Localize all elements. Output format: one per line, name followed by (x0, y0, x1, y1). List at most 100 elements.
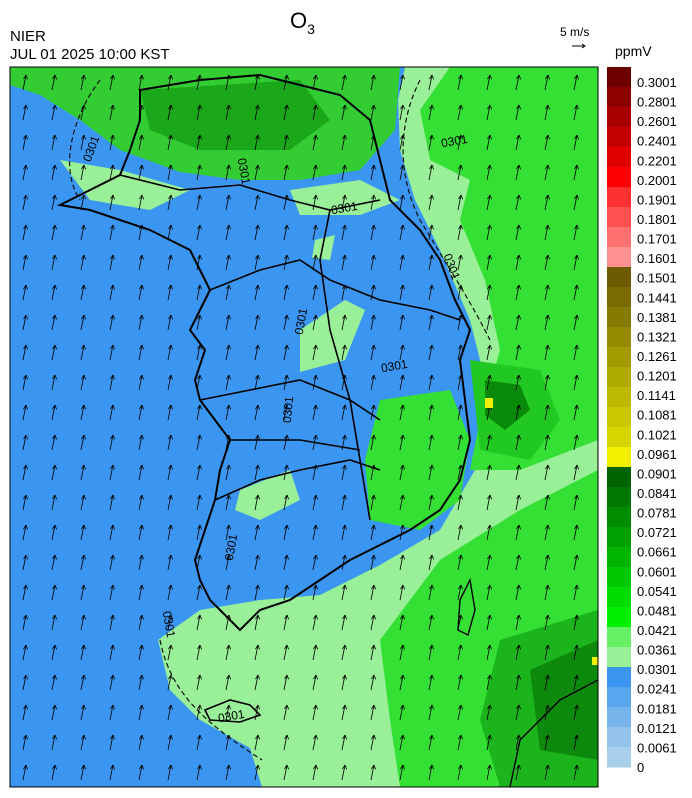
colorbar-swatch (607, 387, 631, 408)
contour-label: 0301 (160, 610, 178, 639)
coastline (56, 73, 472, 632)
colorbar-label: 0.0961 (637, 447, 677, 462)
contour-label: 0301 (235, 157, 253, 186)
wind-vectors (10, 67, 598, 787)
colorbar-swatch (607, 427, 631, 448)
colorbar-label: 0.0601 (637, 564, 677, 579)
borders (119, 174, 461, 521)
colorbar-swatch (607, 447, 631, 468)
colorbar-swatch (607, 407, 631, 428)
colorbar-swatch (607, 147, 631, 168)
colorbar-label: 0.0481 (637, 603, 677, 618)
colorbar-swatch (607, 327, 631, 348)
colorbar-label: 0.2601 (637, 114, 677, 129)
colorbar-label: 0.1701 (637, 232, 677, 247)
title-sub: 3 (307, 21, 315, 37)
coastline (509, 679, 598, 787)
colorbar-label: 0.2201 (637, 153, 677, 168)
colorbar-swatch (607, 287, 631, 308)
wind-scale-label: 5 m/s (560, 25, 589, 39)
colorbar-label: 0.1381 (637, 310, 677, 325)
colorbar-label: 0.0661 (637, 545, 677, 560)
wind-scale-arrow (581, 43, 586, 49)
colorbar-swatch (607, 707, 631, 728)
colorbar-swatch (607, 747, 631, 768)
colorbar-swatch (607, 527, 631, 548)
colorbar-label: 0.2401 (637, 134, 677, 149)
colorbar-label: 0.1261 (637, 349, 677, 364)
colorbar-label: 0.1021 (637, 427, 677, 442)
colorbar-label: 0.0301 (637, 662, 677, 677)
colorbar-swatch (607, 647, 631, 668)
colorbar-swatch (607, 727, 631, 748)
colorbar-label: 0.0181 (637, 701, 677, 716)
colorbar-swatch (607, 347, 631, 368)
colorbar-label: 0.0781 (637, 506, 677, 521)
colorbar-label: 0.0541 (637, 584, 677, 599)
colorbar-label: 0.2801 (637, 95, 677, 110)
colorbar-label: 0.0421 (637, 623, 677, 638)
contour-label: 0301 (330, 199, 359, 217)
colorbar-swatch (607, 487, 631, 508)
colorbar-label: 0.0061 (637, 740, 677, 755)
colorbar-swatch (607, 547, 631, 568)
colorbar-swatch (607, 107, 631, 128)
colorbar-label: 0.3001 (637, 75, 677, 90)
colorbar-swatch (607, 507, 631, 528)
colorbar-label: 0.1441 (637, 290, 677, 305)
colorbar-swatch (607, 607, 631, 628)
contour-label: 0301 (217, 707, 246, 725)
title-main: O (290, 8, 307, 33)
colorbar-swatch (607, 127, 631, 148)
colorbar-swatch (607, 467, 631, 488)
colorbar-swatch (607, 667, 631, 688)
colorbar-swatch (607, 247, 631, 268)
marker (485, 398, 493, 408)
colorbar-label: 0.0361 (637, 643, 677, 658)
colorbar-label: 0.1601 (637, 251, 677, 266)
colorbar-swatch (607, 687, 631, 708)
colorbar-label: 0.0241 (637, 682, 677, 697)
colorbar-label: 0.1801 (637, 212, 677, 227)
contour-label: 0301 (292, 307, 310, 336)
contour (69, 79, 491, 761)
colorbar-swatch (607, 627, 631, 648)
contour-label: 0301 (440, 132, 469, 150)
colorbar-label: 0.1501 (637, 271, 677, 286)
colorbar-swatch (607, 367, 631, 388)
colorbar-swatch (607, 567, 631, 588)
colorbar-label: 0.0841 (637, 486, 677, 501)
colorbar-swatch (607, 227, 631, 248)
datetime: JUL 01 2025 10:00 KST (10, 46, 170, 63)
contour-labels: 0301030103010301030103010301030103010301… (80, 132, 469, 725)
colorbar-label: 0.1141 (637, 388, 676, 403)
colorbar-label: 0.0901 (637, 466, 677, 481)
colorbar-label: 0.1321 (637, 329, 677, 344)
colorbar-label: 0.0121 (637, 721, 677, 736)
colorbar-label: 0.0721 (637, 525, 677, 540)
colorbar-swatch (607, 307, 631, 328)
colorbar-swatch (607, 267, 631, 288)
colorbar-label: 0 (637, 760, 644, 775)
colorbar-swatch (607, 87, 631, 108)
title: O3 (290, 8, 315, 37)
colorbar-swatch (607, 187, 631, 208)
colorbar-swatch (607, 167, 631, 188)
island (203, 699, 262, 723)
colorbar-swatch (607, 67, 631, 88)
colorbar-label: 0.1201 (637, 369, 677, 384)
contour-label: 0301 (222, 533, 240, 562)
colorbar-label: 0.1081 (637, 408, 677, 423)
colorbar: 0.3001 0.2801 0.2601 0.2401 0.2201 0.2001 0.19… (607, 67, 677, 775)
colorbar-unit: ppmV (615, 43, 652, 59)
contour-label: 0301 (380, 357, 409, 375)
island (457, 577, 476, 637)
colorbar-label: 0.2001 (637, 173, 677, 188)
colorbar-swatch (607, 207, 631, 228)
marker (592, 657, 598, 665)
map: 0301030103010301030103010301030103010301… (10, 67, 598, 787)
colorbar-label: 0.1901 (637, 192, 677, 207)
colorbar-swatch (607, 587, 631, 608)
